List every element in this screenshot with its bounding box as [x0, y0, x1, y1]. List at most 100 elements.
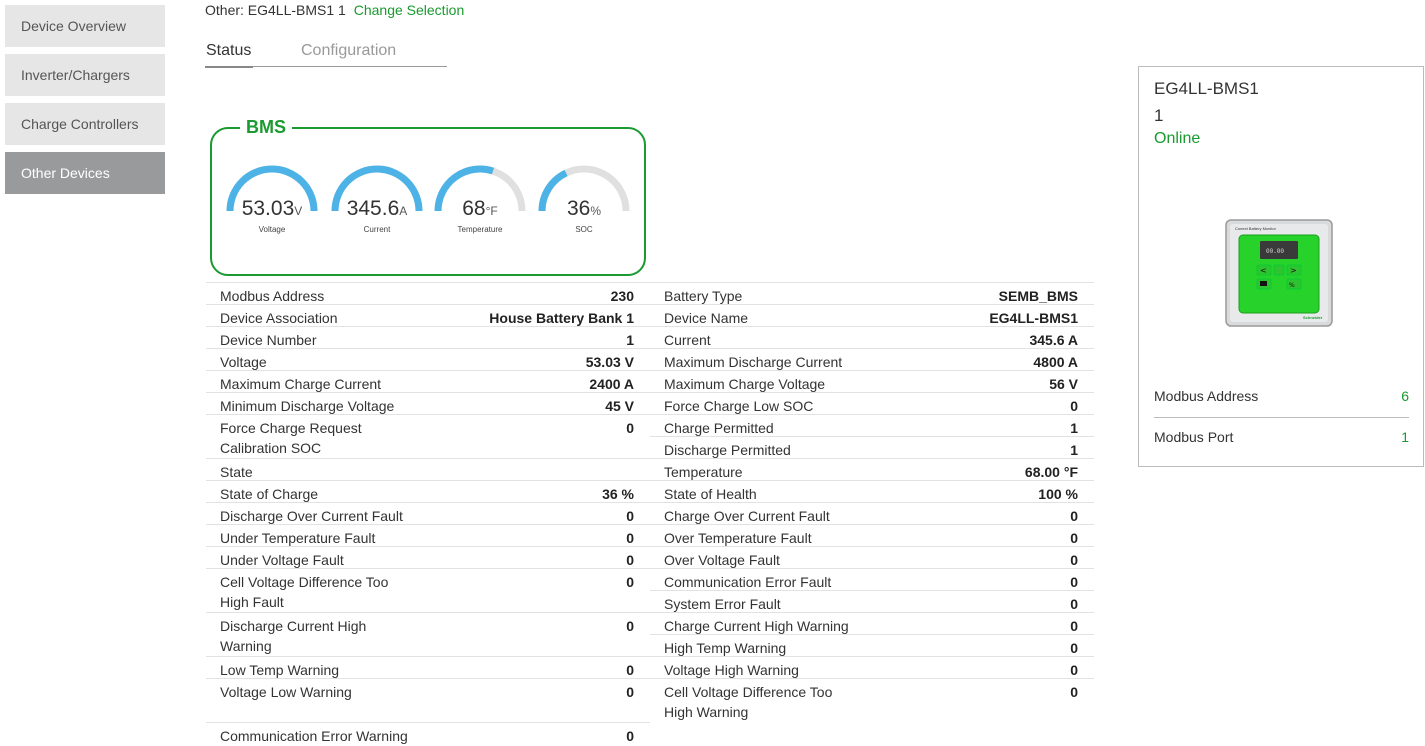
row-value: 0: [1070, 398, 1078, 414]
row-value: 1: [626, 332, 634, 348]
modbus-port-row: Modbus Port 1: [1154, 429, 1409, 445]
gauge-temperature: 68°F Temperature: [430, 161, 530, 241]
tab-bar: Status Configuration: [205, 40, 447, 68]
gauge-voltage: 53.03V Voltage: [222, 161, 322, 241]
row-label: Voltage High Warning: [664, 662, 799, 678]
row-label: Low Temp Warning: [220, 662, 340, 678]
svg-text:%: %: [1289, 282, 1295, 289]
change-selection-link[interactable]: Change Selection: [353, 2, 465, 18]
row-label: Force Charge Low SOC: [664, 398, 814, 414]
table-row: Cell Voltage Difference Too High Warning…: [650, 678, 1094, 722]
gauge-voltage-label: Voltage: [258, 225, 286, 234]
table-row: State: [206, 458, 650, 480]
row-label: Maximum Discharge Current: [664, 354, 843, 370]
device-card: EG4LL-BMS1 1 Online Conext Battery Monit…: [1138, 66, 1424, 467]
gauge-voltage-value-wrap: 53.03V: [222, 197, 322, 221]
table-row: Maximum Discharge Current 4800 A: [650, 348, 1094, 370]
row-value: 230: [610, 288, 634, 304]
row-label: Communication Error Warning: [220, 728, 408, 744]
row-label: State of Charge: [220, 486, 319, 502]
table-row: Maximum Charge Voltage 56 V: [650, 370, 1094, 392]
svg-text:<: <: [1260, 266, 1267, 275]
table-row: Device Association House Battery Bank 1: [206, 304, 650, 326]
table-row: Modbus Address 230: [206, 282, 650, 304]
row-label: Device Name: [664, 310, 749, 326]
row-value: 1: [1070, 420, 1078, 436]
device-image-label: Conext Battery Monitor: [1235, 226, 1277, 231]
row-label: Discharge Current High Warning: [220, 618, 367, 654]
row-value: 0: [626, 618, 634, 634]
table-row: System Error Fault 0: [650, 590, 1094, 612]
gauge-voltage-arc: [226, 165, 318, 212]
row-value: 0: [626, 530, 634, 546]
sidebar-item-other-devices[interactable]: Other Devices: [5, 152, 165, 194]
gauge-soc-value: 36: [566, 197, 591, 220]
table-row: Cell Voltage Difference Too High Fault 0: [206, 568, 650, 612]
row-value: 68.00 °F: [1024, 464, 1078, 480]
table-row: Temperature 68.00 °F: [650, 458, 1094, 480]
right-property-table: Battery Type SEMB_BMS Device Name EG4LL-BMS…: [650, 282, 1094, 722]
sidebar-item-charge-controllers[interactable]: Charge Controllers: [5, 103, 165, 145]
table-row: Discharge Over Current Fault 0: [206, 502, 650, 524]
table-row: Discharge Permitted 1: [650, 436, 1094, 458]
table-row: Over Temperature Fault 0: [650, 524, 1094, 546]
row-label: Current: [664, 332, 711, 348]
table-row: Charge Current High Warning 0: [650, 612, 1094, 634]
row-label: Over Voltage Fault: [664, 552, 780, 568]
table-row: Discharge Current High Warning 0: [206, 612, 650, 656]
sidebar-item-inverter-chargers[interactable]: Inverter/Chargers: [5, 54, 165, 96]
active-tab-indicator: [205, 66, 253, 68]
gauge-current-arc: [331, 165, 423, 212]
row-value: 0: [1070, 596, 1078, 612]
modbus-port-value: 1: [1401, 429, 1409, 445]
row-value: 0: [1070, 640, 1078, 656]
row-label: Over Temperature Fault: [664, 530, 812, 546]
row-label: Device Number: [220, 332, 317, 348]
row-label: Temperature: [664, 464, 743, 480]
table-row: Communication Error Warning 0: [206, 722, 650, 744]
row-label: Voltage: [220, 354, 267, 370]
row-value: 36 %: [602, 486, 634, 502]
gauge-temperature-value: 68: [462, 197, 486, 220]
gauge-voltage-unit: V: [294, 204, 303, 218]
row-label: Device Association: [220, 310, 338, 326]
table-row: Minimum Discharge Voltage 45 V: [206, 392, 650, 414]
gauge-temperature-value-wrap: 68°F: [430, 197, 530, 221]
row-value: 0: [626, 508, 634, 524]
row-value: 0: [1070, 618, 1078, 634]
sidebar-item-device-overview[interactable]: Device Overview: [5, 5, 165, 47]
row-label: Communication Error Fault: [664, 574, 832, 590]
tab-configuration[interactable]: Configuration: [301, 42, 397, 59]
table-row: Device Number 1: [206, 326, 650, 348]
tab-status[interactable]: Status: [206, 42, 252, 59]
row-label: Minimum Discharge Voltage: [220, 398, 395, 414]
table-row: Voltage Low Warning 0: [206, 678, 650, 722]
row-label: Discharge Permitted: [664, 442, 791, 458]
table-row: Force Charge Request Calibration SOC 0: [206, 414, 650, 458]
table-row: State of Health 100 %: [650, 480, 1094, 502]
table-row: Under Temperature Fault 0: [206, 524, 650, 546]
row-label: Force Charge Request Calibration SOC: [220, 420, 362, 456]
selection-text: Other: EG4LL-BMS1 1: [205, 2, 346, 18]
table-row: Voltage High Warning 0: [650, 656, 1094, 678]
row-value: 0: [626, 574, 634, 590]
table-row: Maximum Charge Current 2400 A: [206, 370, 650, 392]
gauge-soc-unit: %: [590, 204, 602, 218]
row-label: Voltage Low Warning: [220, 684, 352, 700]
table-row: Current 345.6 A: [650, 326, 1094, 348]
row-label: Charge Over Current Fault: [664, 508, 830, 524]
row-value: 0: [1070, 530, 1078, 546]
selection-line: Other: EG4LL-BMS1 1 Change Selection: [205, 2, 464, 18]
row-value: 0: [626, 662, 634, 678]
row-value: SEMB_BMS: [998, 288, 1078, 304]
table-row: Low Temp Warning 0: [206, 656, 650, 678]
row-label: Cell Voltage Difference Too High Warning: [664, 684, 833, 720]
row-value: 0: [1070, 662, 1078, 678]
gauge-soc-value-wrap: 36%: [534, 197, 634, 221]
gauge-temperature-arc: [434, 165, 526, 212]
table-row: High Temp Warning 0: [650, 634, 1094, 656]
row-value: 0: [1070, 574, 1078, 590]
row-value: 0: [1070, 508, 1078, 524]
row-label: Discharge Over Current Fault: [220, 508, 403, 524]
table-row: Voltage 53.03 V: [206, 348, 650, 370]
